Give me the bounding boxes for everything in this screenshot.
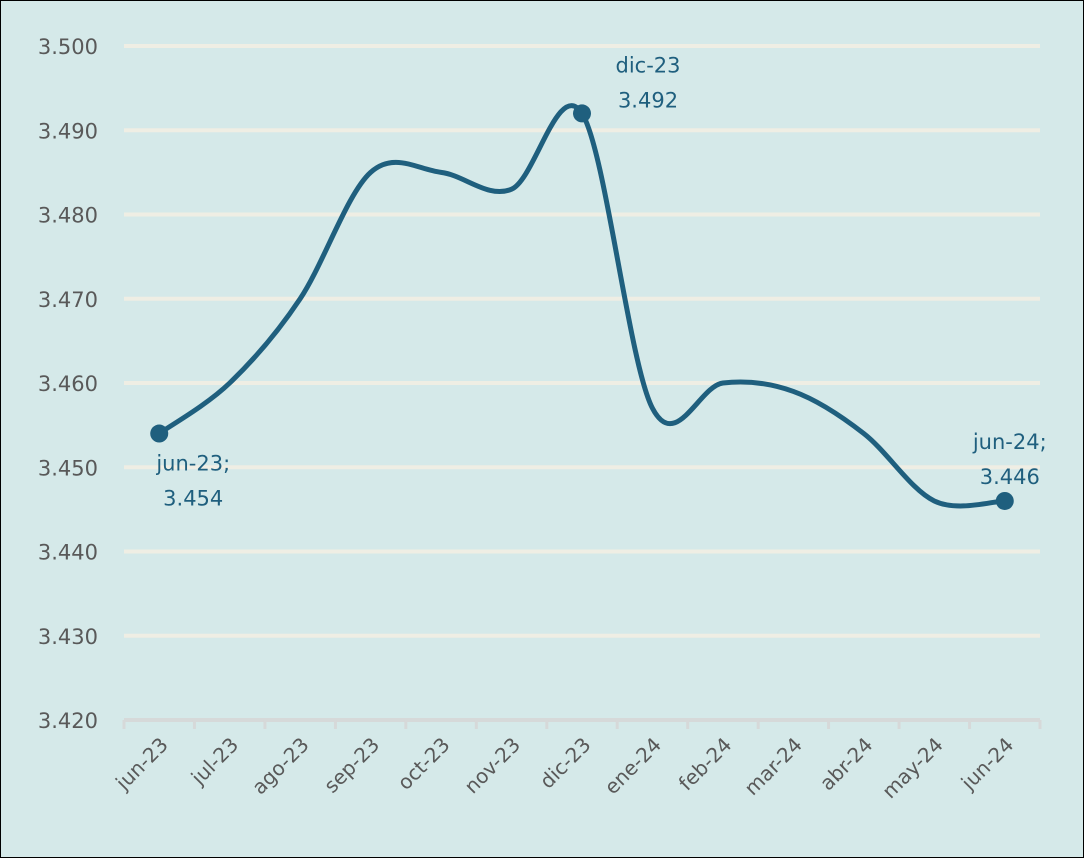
x-tick-label: nov-23 <box>459 733 525 799</box>
y-tick-label: 3.460 <box>38 372 98 396</box>
data-label: 3.454 <box>163 487 223 511</box>
y-tick-label: 3.490 <box>38 119 98 143</box>
x-tick-label: mar-24 <box>739 733 806 800</box>
data-label: 3.446 <box>980 465 1040 489</box>
y-tick-label: 3.500 <box>38 35 98 59</box>
y-tick-label: 3.480 <box>38 204 98 228</box>
x-tick-label: may-24 <box>877 733 948 804</box>
x-tick-label: oct-23 <box>393 733 455 795</box>
series-line <box>156 103 1008 509</box>
data-label: jun-24; <box>972 430 1047 454</box>
y-tick-label: 3.470 <box>38 288 98 312</box>
x-tick-label: jul-23 <box>186 733 244 791</box>
data-label: jun-23; <box>155 452 230 476</box>
data-label: dic-23 <box>615 53 680 77</box>
data-point-marker <box>573 104 591 123</box>
x-tick-label: sep-23 <box>319 733 384 798</box>
data-point-marker <box>150 424 169 443</box>
y-tick-label: 3.420 <box>38 709 98 733</box>
y-tick-label: 3.440 <box>38 541 98 565</box>
data-point-marker <box>995 491 1014 510</box>
x-tick-label: jun-24 <box>956 733 1019 796</box>
y-tick-label: 3.450 <box>38 456 98 480</box>
x-tick-label: ene-24 <box>600 733 666 799</box>
x-tick-label: abr-24 <box>815 733 878 796</box>
x-tick-label: dic-23 <box>535 733 596 794</box>
y-tick-label: 3.430 <box>38 625 98 649</box>
x-tick-label: feb-24 <box>674 733 737 796</box>
data-label: 3.492 <box>618 88 678 112</box>
x-tick-label: jun-23 <box>110 733 173 796</box>
x-tick-label: ago-23 <box>247 733 314 800</box>
